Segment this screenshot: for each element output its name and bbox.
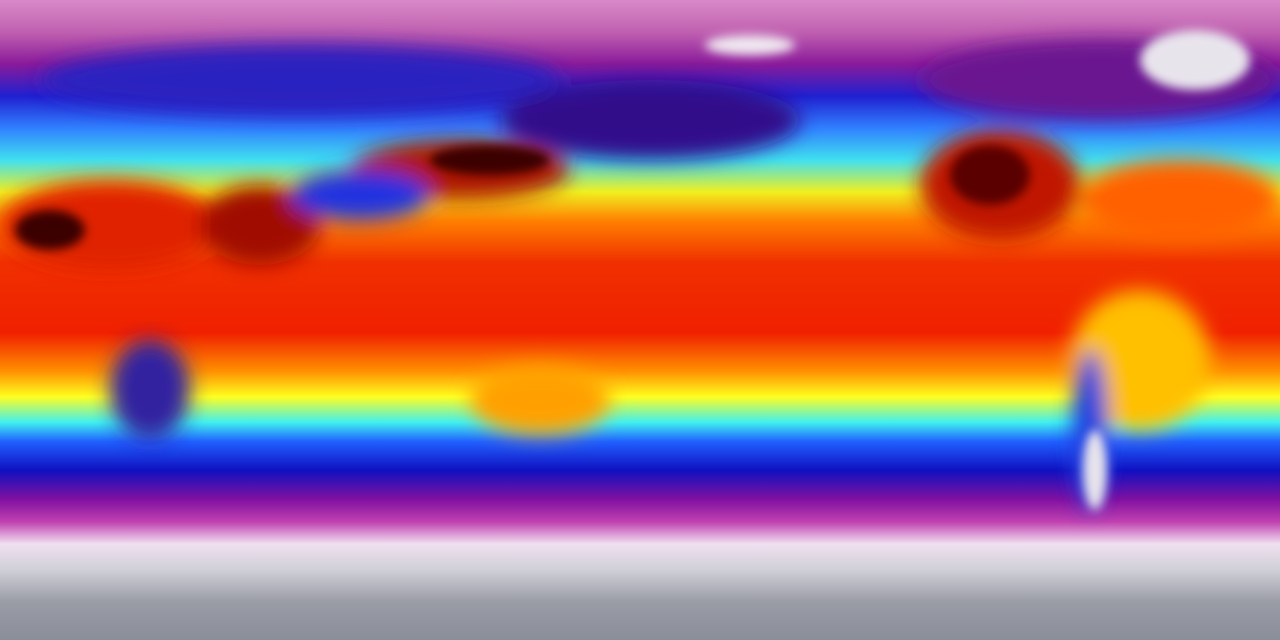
siberia <box>500 80 800 160</box>
southern-africa <box>110 340 190 440</box>
tibet <box>290 170 430 220</box>
arctic-ice <box>705 35 795 55</box>
sahara-core <box>15 210 85 250</box>
asia-hot-core <box>430 145 550 175</box>
mexico-hot-core <box>950 145 1030 205</box>
atlantic-north <box>1080 160 1280 240</box>
greenland <box>1140 30 1250 90</box>
arabia <box>200 185 320 265</box>
australia <box>470 365 610 435</box>
patagonia-ice <box>1083 430 1107 510</box>
eurasia-north <box>40 45 560 115</box>
